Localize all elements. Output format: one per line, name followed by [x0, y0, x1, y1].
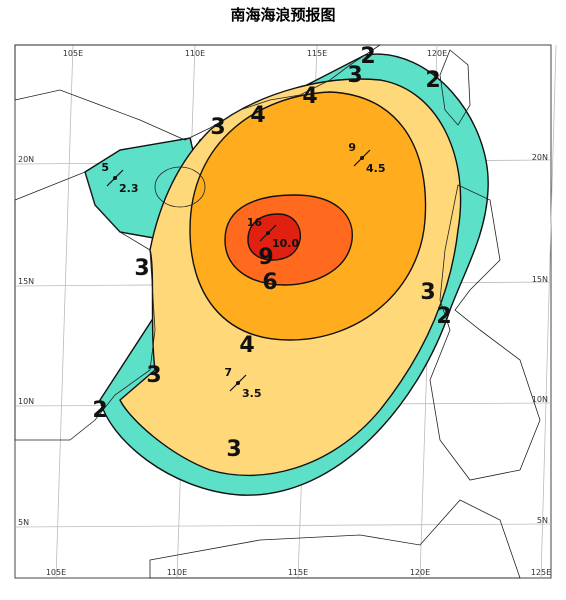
philippines [429, 184, 541, 481]
taiwan [439, 49, 471, 126]
china-coast [14, 44, 382, 141]
wave-bands [84, 53, 489, 496]
lat-label: 5N [537, 516, 548, 525]
contour-label: 9 [258, 245, 273, 270]
contour-label: 2 [92, 398, 107, 423]
lon-label: 110E [167, 568, 187, 577]
indochina [14, 171, 156, 441]
station-height: 4.5 [366, 162, 386, 175]
lon-label: 115E [307, 49, 327, 58]
station-period: 16 [247, 216, 263, 229]
station-dot [236, 381, 240, 385]
lat-label: 15N [18, 277, 34, 286]
station-height: 2.3 [119, 182, 139, 195]
contour-label: 4 [239, 333, 254, 358]
station-period: 7 [224, 366, 232, 379]
map-title: 南海海浪预报图 [230, 6, 335, 24]
band-9 [247, 213, 302, 261]
contour-label: 2 [360, 44, 375, 69]
contour-label: 3 [226, 437, 241, 462]
lon-label: 105E [46, 568, 66, 577]
lat-label: 15N [532, 275, 548, 284]
contour-label: 2 [425, 68, 440, 93]
station-period: 5 [101, 161, 109, 174]
station-period: 9 [348, 141, 356, 154]
lon-label: 105E [63, 49, 83, 58]
station-dot [266, 231, 270, 235]
lon-label: 120E [410, 568, 430, 577]
contour-label: 3 [134, 256, 149, 281]
contour-label: 6 [262, 270, 277, 295]
contour-label: 2 [436, 304, 451, 329]
contour-label: 3 [146, 363, 161, 388]
contour-label: 3 [420, 280, 435, 305]
station-height: 3.5 [242, 387, 262, 400]
station-dot [113, 176, 117, 180]
land [14, 44, 541, 579]
contour-label: 4 [302, 84, 317, 109]
station-dot [360, 156, 364, 160]
lat-label: 5N [18, 518, 29, 527]
borneo [149, 499, 521, 579]
lat-label: 20N [18, 155, 34, 164]
lat-label: 20N [532, 153, 548, 162]
lon-label: 110E [185, 49, 205, 58]
lat-label: 10N [532, 395, 548, 404]
lat-label: 10N [18, 397, 34, 406]
contour-label: 3 [210, 115, 225, 140]
station-height: 10.0 [272, 237, 299, 250]
contour-label: 3 [347, 63, 362, 88]
hainan [154, 166, 206, 208]
contour-label: 4 [250, 103, 265, 128]
lon-label: 120E [427, 49, 447, 58]
lon-label: 115E [288, 568, 308, 577]
lon-label: 125E [531, 568, 551, 577]
